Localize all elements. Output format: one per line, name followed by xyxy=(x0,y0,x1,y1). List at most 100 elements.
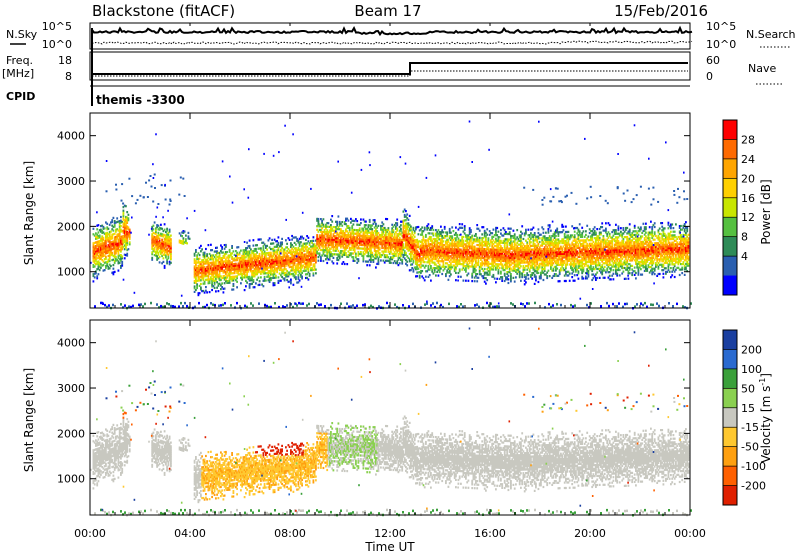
power-cell xyxy=(261,258,263,261)
power-cell xyxy=(263,243,266,246)
power-cell xyxy=(238,262,241,265)
power-cell xyxy=(105,266,107,269)
power-cell xyxy=(266,275,268,278)
power-cell xyxy=(368,242,371,245)
power-cell xyxy=(338,244,341,247)
power-cell xyxy=(296,263,298,266)
power-cell xyxy=(162,253,165,256)
power-cell xyxy=(306,245,308,249)
power-cell xyxy=(107,244,110,247)
power-cell xyxy=(120,219,122,222)
power-cell xyxy=(335,242,337,245)
power-cell xyxy=(230,272,232,275)
power-cell xyxy=(168,246,171,249)
power-cell xyxy=(320,248,322,252)
power-cell xyxy=(277,241,280,244)
power-cell xyxy=(312,274,315,277)
power-cell xyxy=(291,238,293,241)
power-cell xyxy=(462,279,465,282)
power-cell xyxy=(251,270,253,273)
power-cell xyxy=(380,255,382,258)
power-cell xyxy=(113,249,116,252)
cpid-value: themis -3300 xyxy=(96,93,185,107)
power-cell xyxy=(345,244,347,247)
power-cell xyxy=(227,281,230,284)
power-cell xyxy=(251,282,253,285)
power-cell xyxy=(117,262,120,265)
power-cell xyxy=(376,262,379,265)
power-cell xyxy=(260,272,262,275)
power-cell xyxy=(460,248,462,251)
power-cell xyxy=(382,232,385,235)
power-cell xyxy=(353,245,356,248)
power-cell xyxy=(206,267,208,270)
power-cell xyxy=(400,246,402,249)
power-cell xyxy=(115,239,117,242)
power-cell xyxy=(203,268,206,271)
power-cell xyxy=(156,238,158,241)
power-cell xyxy=(233,259,236,262)
power-cell xyxy=(390,245,392,248)
power-cell xyxy=(235,262,237,265)
power-cell xyxy=(265,268,267,271)
power-cell xyxy=(283,266,286,269)
power-cell xyxy=(357,252,360,255)
power-cell xyxy=(372,240,375,243)
power-cell xyxy=(121,237,124,240)
power-cell xyxy=(280,257,282,260)
power-cell xyxy=(222,260,225,263)
power-cell xyxy=(320,256,322,259)
power-cell xyxy=(342,237,345,240)
power-cell xyxy=(295,267,297,270)
power-cell xyxy=(321,243,323,246)
power-cell xyxy=(236,257,238,260)
power-cell xyxy=(207,269,210,272)
power-cell xyxy=(261,259,263,263)
power-cell xyxy=(92,254,95,258)
power-cell xyxy=(297,265,300,268)
power-cell xyxy=(246,254,248,257)
power-cell xyxy=(261,256,263,259)
power-cell xyxy=(431,225,434,228)
power-cell xyxy=(292,256,295,259)
power-cell xyxy=(397,234,400,238)
power-cell xyxy=(315,261,317,264)
power-cell xyxy=(98,243,101,246)
power-cell xyxy=(223,260,226,263)
power-cell xyxy=(398,249,401,252)
power-cell xyxy=(212,263,215,266)
power-cell xyxy=(263,272,266,275)
power-cell xyxy=(328,247,331,250)
power-cell xyxy=(261,252,263,255)
power-cell xyxy=(228,248,231,252)
power-cell xyxy=(255,253,257,256)
power-cell xyxy=(347,254,350,257)
power-cell xyxy=(125,245,127,248)
power-cell xyxy=(193,261,196,264)
power-cell xyxy=(527,274,530,277)
power-cell xyxy=(197,268,200,271)
power-cell xyxy=(371,242,374,245)
power-cell xyxy=(227,258,230,261)
power-cell xyxy=(182,231,185,234)
power-cell xyxy=(248,255,251,258)
power-cell xyxy=(368,264,371,267)
power-cell xyxy=(326,232,329,236)
power-cell xyxy=(216,270,218,273)
power-cell xyxy=(210,265,212,268)
power-cell xyxy=(385,248,387,251)
power-cell xyxy=(392,236,395,239)
power-cell xyxy=(272,275,275,278)
power-cell xyxy=(365,227,367,230)
power-cell xyxy=(207,273,210,276)
power-cell xyxy=(256,264,258,267)
power-cell xyxy=(352,236,355,239)
power-cell xyxy=(293,250,296,254)
power-cell xyxy=(255,267,257,270)
power-cell xyxy=(335,231,337,234)
power-cell xyxy=(350,237,352,240)
power-cell xyxy=(296,237,298,241)
power-cell xyxy=(151,235,154,238)
power-cell xyxy=(398,253,401,256)
power-cell xyxy=(328,254,331,257)
